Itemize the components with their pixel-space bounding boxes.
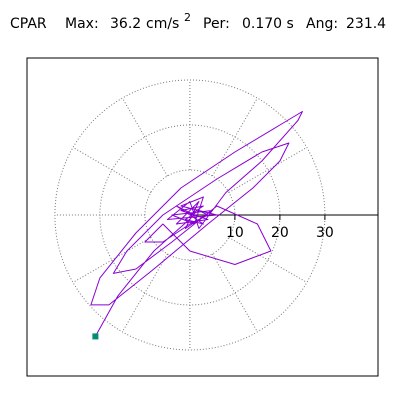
grid-spoke [72,237,152,283]
particle-trace [90,111,303,337]
end-marker [92,333,99,340]
x-tick-label: 30 [316,225,334,241]
x-tick-label: 20 [271,225,289,241]
max-label: Max: [65,16,99,32]
x-tick-label: 10 [226,225,244,241]
plot-frame [26,57,379,377]
grid-spoke [211,97,258,177]
grid-spoke [228,147,308,193]
ang-value: 231.4 [346,16,386,32]
grid-spoke [211,253,258,333]
ang-label: Ang: [306,16,338,32]
trace-group [90,111,303,337]
grid-spoke [121,97,168,177]
per-value: 0.170 s [242,16,294,32]
max-value: 36.2 [110,16,141,32]
grid-spoke [121,253,168,333]
per-label: Per: [203,16,230,32]
grid-spoke [72,147,152,193]
max-unit: cm/s [146,16,179,32]
grid-spoke [228,237,308,283]
max-exp: 2 [184,11,191,24]
chart-title: CPAR Max: 36.2 cm/s 2 Per: 0.170 s Ang: … [10,10,386,32]
station: CPAR [10,16,47,32]
